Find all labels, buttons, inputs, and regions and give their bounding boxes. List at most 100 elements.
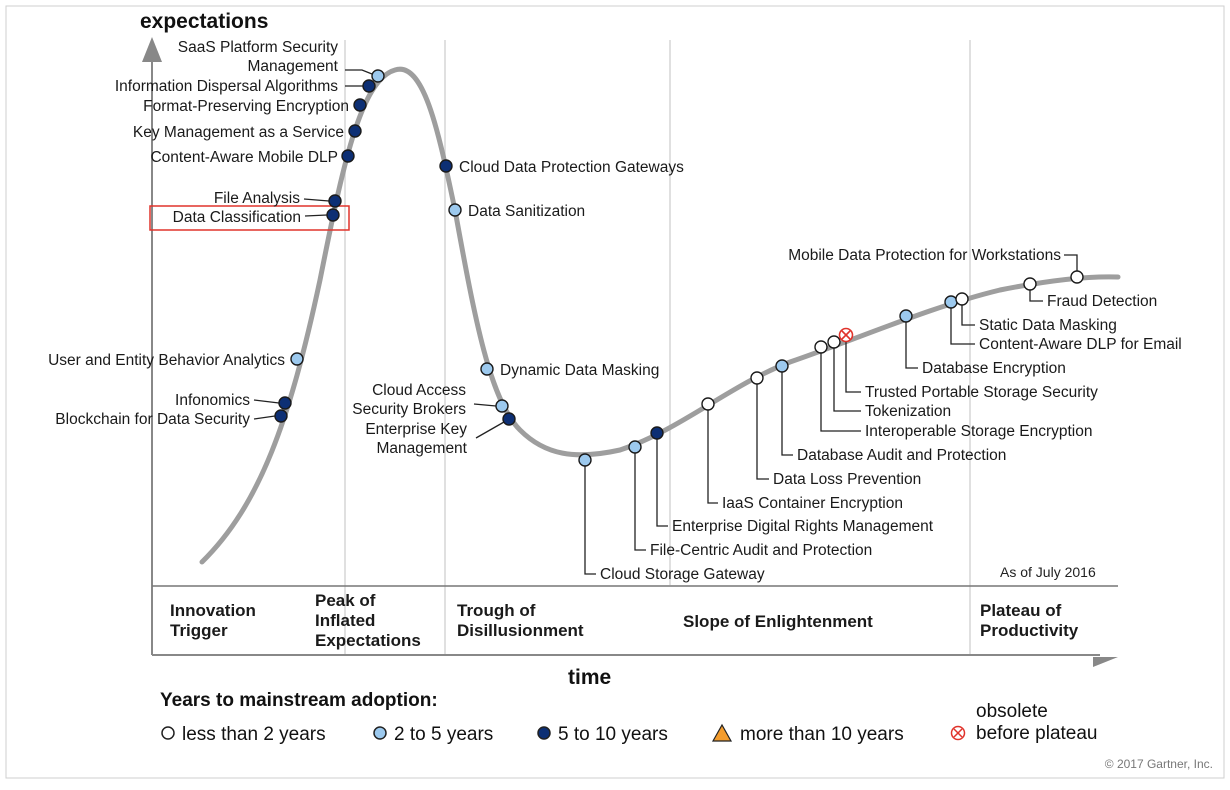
tech-label-key-management-as-a-service: Key Management as a Service — [133, 124, 344, 141]
tech-label-format-preserving-encryption: Format-Preserving Encryption — [143, 98, 349, 115]
tech-label-cloud-data-protection-gateways: Cloud Data Protection Gateways — [459, 159, 684, 176]
tech-marker-infonomics — [278, 396, 292, 410]
phase-label-line: Trigger — [170, 621, 228, 640]
phase-label-line: Inflated — [315, 611, 375, 630]
tech-label-tokenization: Tokenization — [865, 403, 951, 420]
tech-label-cloud-access-security-brokers: Cloud Access Security Brokers — [352, 382, 466, 418]
leader-line-content-aware-dlp-for-email — [950, 308, 975, 345]
leader-line-interoperable-storage-encryption — [820, 353, 861, 432]
tech-marker-cloud-access-security-brokers — [495, 399, 509, 413]
tech-label-database-audit-and-protection: Database Audit and Protection — [797, 447, 1006, 464]
legend-label-5to10: 5 to 10 years — [558, 724, 668, 745]
tech-marker-database-audit-and-protection — [775, 359, 789, 373]
tech-marker-cloud-storage-gateway — [578, 453, 592, 467]
phase-label-line: Expectations — [315, 631, 421, 650]
tech-marker-static-data-masking — [955, 292, 969, 306]
phase-label-line: Trough of — [457, 601, 536, 620]
technology-markers — [274, 69, 1084, 467]
leader-line-trusted-portable-storage-security — [845, 341, 861, 393]
legend-swatch-5to10-icon — [537, 726, 551, 740]
phase-label-line: Innovation — [170, 601, 256, 620]
tech-label-mobile-data-protection-for-workstations: Mobile Data Protection for Workstations — [788, 247, 1061, 264]
leader-line-tokenization — [833, 348, 861, 412]
leader-line-file-centric-audit-and-protection — [634, 453, 646, 551]
legend-swatch-gt10-icon — [711, 723, 733, 742]
leader-line-enterprise-key-management — [475, 421, 505, 439]
tech-label-infonomics: Infonomics — [175, 392, 250, 409]
axes — [142, 37, 1118, 667]
tech-marker-file-analysis — [328, 194, 342, 208]
tech-label-trusted-portable-storage-security: Trusted Portable Storage Security — [865, 384, 1098, 401]
tech-label-static-data-masking: Static Data Masking — [979, 317, 1117, 334]
x-axis-label: time — [568, 666, 611, 689]
phase-label-innovation: Innovation Trigger — [170, 601, 261, 640]
tech-marker-interoperable-storage-encryption — [814, 340, 828, 354]
phase-label-peak: Peak of Inflated Expectations — [315, 591, 421, 650]
phase-label-plateau: Plateau of Productivity — [980, 601, 1079, 640]
phase-label-line: Plateau of — [980, 601, 1062, 620]
tech-label-iaas-container-encryption: IaaS Container Encryption — [722, 495, 903, 512]
tech-marker-mobile-data-protection-for-workstations — [1070, 270, 1084, 284]
leader-line-file-analysis — [303, 198, 330, 202]
legend-label-2to5: 2 to 5 years — [394, 724, 493, 745]
tech-marker-content-aware-dlp-for-email — [944, 295, 958, 309]
tech-label-enterprise-digital-rights-management: Enterprise Digital Rights Management — [672, 518, 934, 535]
tech-label-information-dispersal-algorithms: Information Dispersal Algorithms — [115, 78, 338, 95]
legend: Years to mainstream adoption: less than … — [160, 690, 1098, 745]
tech-marker-user-and-entity-behavior-analytics — [290, 352, 304, 366]
leader-line-fraud-detection — [1029, 290, 1043, 302]
legend-label-obsolete-line: before plateau — [976, 723, 1098, 744]
tech-marker-blockchain-for-data-security — [274, 409, 288, 423]
tech-marker-iaas-container-encryption — [701, 397, 715, 411]
leader-line-data-loss-prevention — [756, 384, 769, 480]
tech-marker-data-loss-prevention — [750, 371, 764, 385]
tech-marker-data-classification — [326, 208, 340, 222]
leader-line-data-classification — [304, 214, 328, 217]
tech-label-file-centric-audit-and-protection: File-Centric Audit and Protection — [650, 542, 872, 559]
tech-label-file-analysis: File Analysis — [214, 190, 300, 207]
as-of-label: As of July 2016 — [1000, 564, 1096, 580]
tech-marker-tokenization — [827, 335, 841, 349]
tech-label-blockchain-for-data-security: Blockchain for Data Security — [55, 411, 250, 428]
legend-swatch-obsolete-icon — [950, 725, 966, 741]
tech-label-user-and-entity-behavior-analytics: User and Entity Behavior Analytics — [48, 352, 285, 369]
leader-line-saas-platform-security-management — [345, 69, 373, 75]
leader-line-database-encryption — [905, 322, 918, 369]
legend-label-lt2: less than 2 years — [182, 724, 326, 745]
tech-marker-data-sanitization — [448, 203, 462, 217]
legend-label-obsolete-line: obsolete — [976, 701, 1048, 722]
leader-line-cloud-storage-gateway — [584, 466, 596, 575]
tech-marker-saas-platform-security-management — [371, 69, 385, 83]
leader-line-enterprise-digital-rights-management — [656, 439, 668, 527]
phase-labels: Innovation Trigger Peak of Inflated Expe… — [170, 591, 1079, 650]
tech-marker-file-centric-audit-and-protection — [628, 440, 642, 454]
tech-label-data-loss-prevention: Data Loss Prevention — [773, 471, 921, 488]
leader-lines — [253, 69, 1078, 575]
tech-marker-trusted-portable-storage-security — [838, 327, 854, 343]
tech-marker-key-management-as-a-service — [348, 124, 362, 138]
tech-label-interoperable-storage-encryption: Interoperable Storage Encryption — [865, 423, 1092, 440]
tech-marker-format-preserving-encryption — [353, 98, 367, 112]
tech-label-dynamic-data-masking: Dynamic Data Masking — [500, 362, 659, 379]
tech-label-saas-platform-security-management: SaaS Platform Security Management — [178, 39, 339, 75]
legend-label-obsolete: obsolete before plateau — [976, 701, 1098, 744]
tech-label-cloud-storage-gateway: Cloud Storage Gateway — [600, 566, 765, 583]
tech-label-database-encryption: Database Encryption — [922, 360, 1066, 377]
leader-line-static-data-masking — [961, 305, 975, 326]
chart-frame — [5, 5, 1225, 779]
tech-label-content-aware-dlp-for-email: Content-Aware DLP for Email — [979, 336, 1182, 353]
phase-label-slope: Slope of Enlightenment — [683, 612, 873, 631]
tech-marker-dynamic-data-masking — [480, 362, 494, 376]
phase-label-trough: Trough of Disillusionment — [457, 601, 584, 640]
leader-line-cloud-access-security-brokers — [473, 403, 497, 407]
tech-marker-database-encryption — [899, 309, 913, 323]
leader-line-mobile-data-protection-for-workstations — [1064, 254, 1078, 271]
copyright: © 2017 Gartner, Inc. — [1105, 757, 1213, 771]
leader-line-iaas-container-encryption — [707, 410, 718, 504]
x-axis-arrow-icon — [1093, 657, 1118, 667]
phase-label-line: Productivity — [980, 621, 1079, 640]
y-axis-arrow-icon — [142, 37, 162, 62]
tech-label-enterprise-key-management: Enterprise Key Management — [365, 421, 467, 457]
